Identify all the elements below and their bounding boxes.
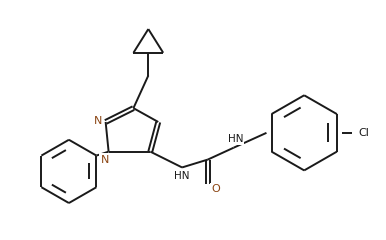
Text: N: N [100,155,109,165]
Text: N: N [93,116,102,126]
Text: HN: HN [228,134,244,144]
Text: N: N [100,155,109,165]
Text: HN: HN [174,171,190,181]
Text: O: O [212,184,220,194]
Text: Cl: Cl [358,128,369,138]
Text: N: N [93,116,102,126]
